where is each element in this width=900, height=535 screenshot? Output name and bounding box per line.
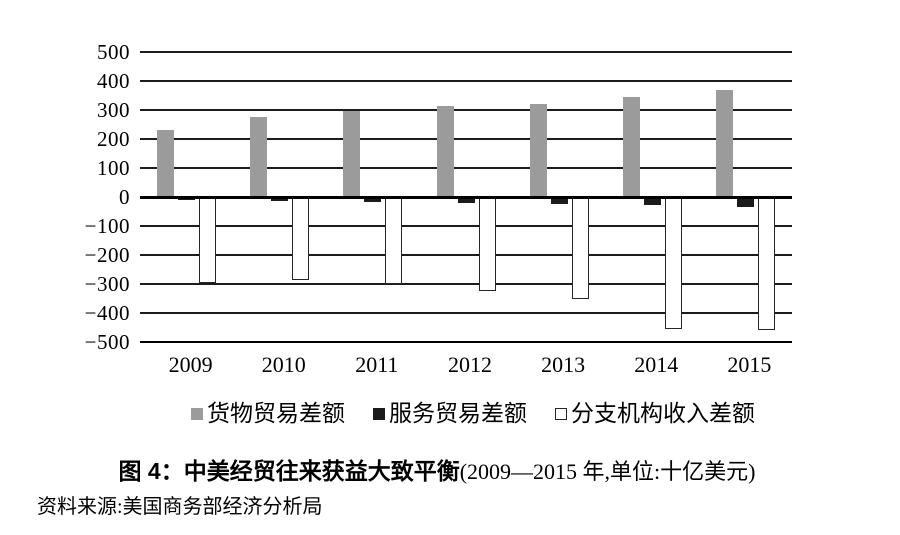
zero-gridline (140, 195, 792, 199)
x-tick-label-2015: 2015 (727, 352, 772, 377)
legend-item-services-trade-balance: 服务贸易差额 (373, 400, 527, 428)
services-trade-balance-bar-2012 (457, 197, 475, 203)
figure-source: 资料来源:美国商务部经济分析局 (37, 496, 323, 518)
y-tick-label--200: −200 (84, 243, 130, 267)
branch-income-balance-bar-2013 (571, 197, 589, 299)
gridline-400 (140, 80, 792, 82)
x-tick-label-2009: 2009 (168, 352, 213, 377)
x-tick-label-2014: 2014 (634, 352, 679, 377)
services-trade-balance-bar-2010 (271, 197, 289, 201)
legend-marker-branch-income-balance (555, 408, 567, 420)
services-trade-balance-bar-2015 (736, 197, 754, 207)
legend-label-goods-trade-balance: 货物贸易差额 (207, 401, 345, 426)
legend-item-branch-income-balance: 分支机构收入差额 (555, 400, 755, 428)
legend-item-goods-trade-balance: 货物贸易差额 (191, 400, 345, 428)
services-trade-balance-bar-2013 (550, 197, 568, 204)
plot-area (140, 51, 792, 343)
figure-title-note: (2009—2015 年,单位:十亿美元) (459, 459, 756, 484)
y-tick-label--400: −400 (84, 301, 130, 325)
gridline--400 (140, 312, 792, 314)
y-tick-label-0: 0 (119, 185, 130, 209)
gridline--300 (140, 283, 792, 285)
branch-income-balance-bar-2014 (664, 197, 682, 329)
branch-income-balance-bar-2010 (292, 197, 310, 280)
gridline--200 (140, 254, 792, 256)
goods-trade-balance-bar-2013 (529, 104, 547, 197)
services-trade-balance-bar-2014 (643, 197, 661, 206)
gridline--100 (140, 225, 792, 227)
services-trade-balance-bar-2011 (364, 197, 382, 203)
figure-title-main: 图 4：中美经贸往来获益大致平衡 (118, 458, 460, 484)
x-tick-label-2012: 2012 (448, 352, 492, 377)
y-tick-label-300: 300 (97, 98, 130, 122)
chart-legend: 货物贸易差额 服务贸易差额 分支机构收入差额 (23, 400, 900, 428)
legend-marker-services-trade-balance (373, 408, 385, 420)
branch-income-balance-bar-2009 (199, 197, 217, 283)
figure-title: 图 4：中美经贸往来获益大致平衡(2009—2015 年,单位:十亿美元) (0, 452, 887, 486)
gridline-200 (140, 138, 792, 140)
x-tick-label-2011: 2011 (355, 352, 399, 377)
goods-trade-balance-bar-2010 (250, 117, 268, 197)
y-tick-label-200: 200 (97, 127, 130, 151)
legend-label-branch-income-balance: 分支机构收入差额 (571, 401, 755, 426)
gridline-100 (140, 167, 792, 169)
branch-income-balance-bar-2011 (385, 197, 403, 284)
y-tick-label--500: −500 (84, 330, 130, 354)
goods-trade-balance-bar-2014 (622, 96, 640, 197)
branch-income-balance-bar-2012 (478, 197, 496, 292)
gridline-500 (140, 51, 792, 53)
goods-trade-balance-bar-2015 (715, 89, 733, 197)
goods-trade-balance-bar-2011 (343, 111, 361, 197)
y-tick-label-100: 100 (97, 156, 130, 180)
y-tick-label--100: −100 (84, 214, 130, 238)
legend-label-services-trade-balance: 服务贸易差额 (389, 401, 527, 426)
y-tick-label--300: −300 (84, 272, 130, 296)
gridline--500 (140, 341, 792, 343)
y-tick-label-400: 400 (97, 69, 130, 93)
branch-income-balance-bar-2015 (757, 197, 775, 331)
x-tick-label-2010: 2010 (261, 352, 306, 377)
goods-trade-balance-bar-2009 (157, 130, 175, 197)
legend-marker-goods-trade-balance (191, 408, 203, 420)
gridline-300 (140, 109, 792, 111)
y-tick-label-500: 500 (97, 40, 130, 64)
x-tick-label-2013: 2013 (541, 352, 586, 377)
goods-trade-balance-bar-2012 (436, 105, 454, 197)
